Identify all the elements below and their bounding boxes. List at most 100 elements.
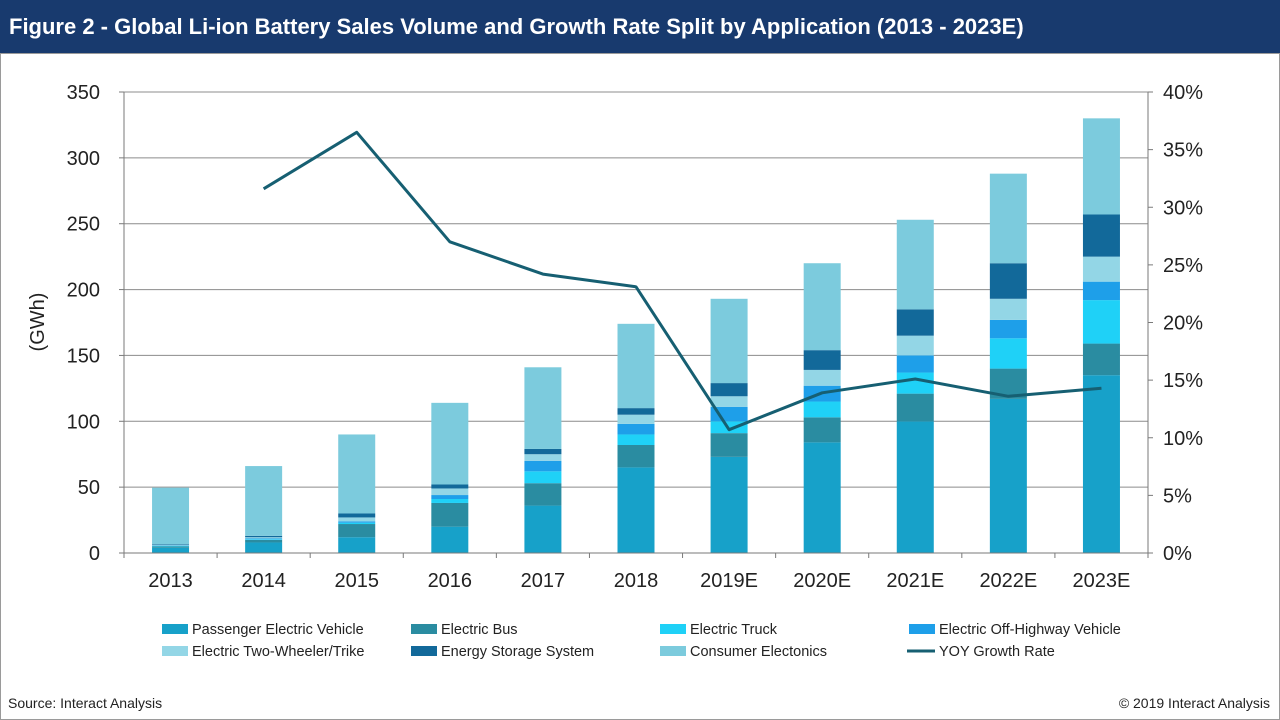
bar-segment (338, 513, 376, 518)
legend: Passenger Electric Vehicle Electric Bus El… (162, 622, 1121, 660)
legend-swatch (660, 646, 686, 656)
bar-segment (245, 539, 283, 540)
bar-segment (431, 495, 469, 499)
bar-segment (524, 448, 562, 455)
y-tick-label: 300 (67, 148, 100, 170)
bar-segment (896, 309, 934, 336)
yoy-growth-line (262, 130, 1102, 432)
bar-segment (896, 219, 934, 310)
legend-label: Passenger Electric Vehicle (192, 622, 364, 638)
bar-segment (245, 535, 283, 538)
bar-segment (152, 544, 190, 546)
bar-segment (1082, 214, 1120, 257)
bar-segment (431, 402, 469, 485)
x-tick-label: 2022E (979, 570, 1037, 592)
bar-segment (524, 454, 562, 461)
bar-segment (524, 483, 562, 506)
legend-label: Electric Bus (441, 622, 518, 638)
bar-segment (710, 383, 748, 397)
bar-segment (338, 524, 376, 538)
x-tick-label: 2018 (614, 570, 659, 592)
bar-segment (710, 396, 748, 407)
bar-segment (338, 434, 376, 514)
bar-segment (1082, 375, 1120, 553)
legend-swatch (162, 646, 188, 656)
bar-segment (338, 522, 376, 525)
bar-segment (1082, 281, 1120, 301)
y2-tick-label: 40% (1163, 82, 1203, 104)
bar-segment (617, 423, 655, 435)
y-tick-label: 250 (67, 214, 100, 236)
bar-segment (245, 542, 283, 553)
bar-segment (152, 544, 190, 545)
bar-segment (524, 367, 562, 449)
y2-tick-label: 5% (1163, 485, 1192, 507)
legend-swatch (411, 624, 437, 634)
y-tick-label: 0 (89, 543, 100, 565)
x-tick-label: 2017 (521, 570, 566, 592)
legend-swatch (660, 624, 686, 634)
bar-segment (803, 350, 841, 370)
bar-segment (245, 537, 283, 539)
bar-segment (617, 408, 655, 415)
y-tick-label: 350 (67, 82, 100, 104)
bar-segment (245, 539, 283, 543)
bar-segment (152, 547, 190, 553)
x-tick-label: 2015 (334, 570, 379, 592)
growth-line (262, 130, 1102, 432)
x-tick-label: 2019E (700, 570, 758, 592)
bar-segment (431, 526, 469, 553)
x-tick-label: 2020E (793, 570, 851, 592)
y2-tick-label: 10% (1163, 428, 1203, 450)
bar-segment (338, 537, 376, 553)
copyright-note: © 2019 Interact Analysis (1118, 695, 1270, 711)
y2-tick-label: 20% (1163, 313, 1203, 335)
x-tick-label: 2021E (886, 570, 944, 592)
y-tick-label: 50 (78, 477, 100, 499)
bar-segment (989, 173, 1027, 264)
legend-swatch (162, 624, 188, 634)
bar-segment (896, 393, 934, 422)
y2-tick-label: 0% (1163, 543, 1192, 565)
legend-label: Energy Storage System (441, 644, 594, 660)
bar-segment (245, 466, 283, 536)
bar-segment (1082, 343, 1120, 376)
y-tick-label: 100 (67, 411, 100, 433)
bar-segment (989, 398, 1027, 553)
bar-segment (524, 471, 562, 484)
bar-segment (710, 433, 748, 457)
bar-segment (803, 369, 841, 386)
bar-segment (617, 444, 655, 468)
axes (119, 91, 1153, 558)
bar-segment (617, 434, 655, 445)
bar-segment (152, 546, 190, 548)
x-tick-label: 2013 (148, 570, 193, 592)
bar-segment (431, 484, 469, 489)
bar-segment (617, 467, 655, 553)
bar-segment (803, 442, 841, 553)
legend-swatch (411, 646, 437, 656)
bar-segment (803, 263, 841, 351)
bar-segment (1082, 256, 1120, 282)
bar-segment (431, 502, 469, 527)
legend-label: Electric Truck (690, 622, 778, 638)
legend-swatch (909, 624, 935, 634)
bar-segment (1082, 300, 1120, 344)
bar-segment (524, 505, 562, 553)
bar-segment (896, 335, 934, 356)
bar-segment (338, 517, 376, 522)
x-tick-label: 2023E (1073, 570, 1131, 592)
y2-tick-label: 15% (1163, 370, 1203, 392)
bar-segment (803, 417, 841, 443)
bar-segment (710, 456, 748, 553)
bar-segment (896, 372, 934, 394)
bar-segment (989, 263, 1027, 299)
bar-segment (617, 414, 655, 424)
legend-label: YOY Growth Rate (939, 644, 1055, 660)
bar-segment (896, 421, 934, 553)
bar-segment (803, 401, 841, 418)
bar-segment (710, 298, 748, 384)
axis-labels: 0 50 100 150 200 250 300 350 0% 5% 10% 15% 20% 25% 30%… (27, 82, 1203, 592)
y2-tick-label: 30% (1163, 197, 1203, 219)
